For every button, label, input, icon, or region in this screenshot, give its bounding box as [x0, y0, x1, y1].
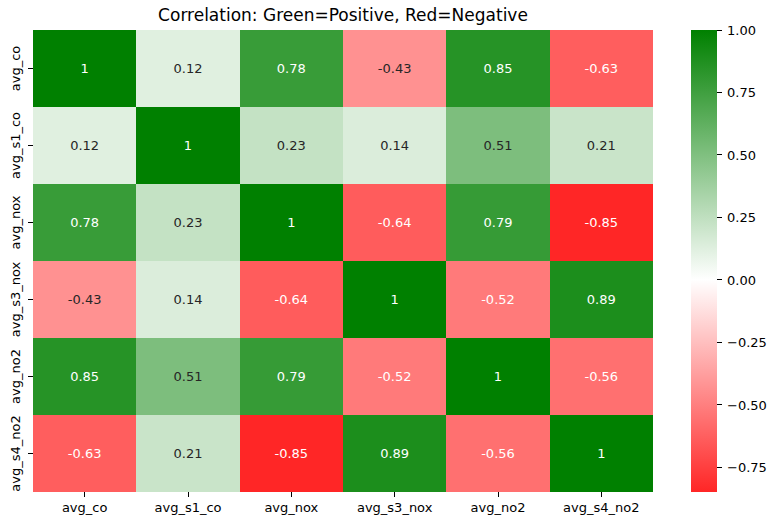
x-tick-mark: [188, 492, 189, 497]
colorbar: [691, 30, 717, 492]
colorbar-tick-mark: [717, 467, 722, 468]
heatmap-cell: 0.78: [240, 30, 343, 107]
y-tick-mark: [28, 222, 33, 223]
heatmap-cell: -0.85: [550, 184, 653, 261]
heatmap-cell: 0.23: [240, 107, 343, 184]
y-tick-mark: [28, 299, 33, 300]
x-axis-label: avg_s4_no2: [549, 500, 653, 515]
heatmap-cell: -0.64: [240, 261, 343, 338]
heatmap-cell: 0.12: [33, 107, 136, 184]
colorbar-tick-mark: [717, 92, 722, 93]
heatmap-grid: 10.120.78-0.430.85-0.630.1210.230.140.51…: [33, 30, 653, 492]
heatmap-cell: 0.89: [550, 261, 653, 338]
colorbar-tick-label: −0.25: [727, 335, 767, 350]
heatmap-cell: -0.85: [240, 415, 343, 492]
heatmap-cell: 0.12: [136, 30, 239, 107]
colorbar-tick-label: 0.75: [727, 85, 756, 100]
heatmap-cell: 0.21: [136, 415, 239, 492]
heatmap-cell: 0.78: [33, 184, 136, 261]
correlation-heatmap-figure: Correlation: Green=Positive, Red=Negativ…: [0, 0, 777, 526]
heatmap-cell: -0.63: [550, 30, 653, 107]
heatmap-cell: 1: [33, 30, 136, 107]
heatmap-cell: 0.85: [446, 30, 549, 107]
x-tick-mark: [498, 492, 499, 497]
colorbar-tick-label: −0.50: [727, 397, 767, 412]
heatmap-cell: 0.51: [446, 107, 549, 184]
colorbar-gradient: [691, 30, 717, 492]
x-tick-mark: [394, 492, 395, 497]
heatmap-cell: 0.51: [136, 338, 239, 415]
heatmap-cell: -0.64: [343, 184, 446, 261]
x-axis-label: avg_no2: [446, 500, 550, 515]
colorbar-tick-mark: [717, 279, 722, 280]
heatmap-cell: 1: [446, 338, 549, 415]
colorbar-tick-label: 0.00: [727, 272, 756, 287]
colorbar-tick-mark: [717, 30, 722, 31]
heatmap-cell: 1: [136, 107, 239, 184]
y-axis-label: avg_s4_no2: [8, 409, 25, 499]
heatmap-cell: 0.23: [136, 184, 239, 261]
colorbar-tick-label: 1.00: [727, 23, 756, 38]
heatmap-cell: 1: [240, 184, 343, 261]
heatmap-cell: 0.14: [343, 107, 446, 184]
chart-title: Correlation: Green=Positive, Red=Negativ…: [33, 5, 653, 25]
x-tick-mark: [84, 492, 85, 497]
x-axis-label: avg_s3_nox: [343, 500, 447, 515]
heatmap-cell: -0.52: [343, 338, 446, 415]
colorbar-tick-label: 0.50: [727, 147, 756, 162]
x-axis-label: avg_co: [33, 500, 137, 515]
heatmap-cell: 0.21: [550, 107, 653, 184]
y-tick-mark: [28, 376, 33, 377]
x-axis-label: avg_nox: [239, 500, 343, 515]
heatmap-cell: 0.85: [33, 338, 136, 415]
y-tick-mark: [28, 68, 33, 69]
heatmap-cell: -0.52: [446, 261, 549, 338]
x-tick-mark: [291, 492, 292, 497]
heatmap-cell: 1: [550, 415, 653, 492]
heatmap-cell: -0.63: [33, 415, 136, 492]
heatmap-cell: -0.43: [33, 261, 136, 338]
heatmap-cell: 0.79: [446, 184, 549, 261]
colorbar-tick-mark: [717, 404, 722, 405]
colorbar-tick-mark: [717, 154, 722, 155]
heatmap-cell: 0.89: [343, 415, 446, 492]
x-axis-label: avg_s1_co: [136, 500, 240, 515]
colorbar-tick-label: 0.25: [727, 210, 756, 225]
heatmap-cell: -0.56: [446, 415, 549, 492]
colorbar-tick-label: −0.75: [727, 460, 767, 475]
x-tick-mark: [601, 492, 602, 497]
y-tick-mark: [28, 453, 33, 454]
heatmap-cell: 0.79: [240, 338, 343, 415]
heatmap-cell: 1: [343, 261, 446, 338]
colorbar-tick-mark: [717, 342, 722, 343]
colorbar-tick-mark: [717, 217, 722, 218]
y-tick-mark: [28, 145, 33, 146]
heatmap-cell: -0.56: [550, 338, 653, 415]
heatmap-cell: 0.14: [136, 261, 239, 338]
heatmap-cell: -0.43: [343, 30, 446, 107]
